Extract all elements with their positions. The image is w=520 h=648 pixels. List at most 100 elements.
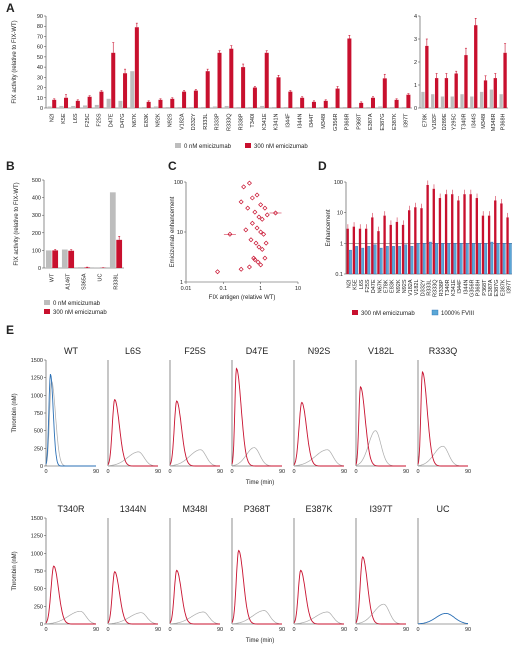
x-tick-label: V182A	[179, 113, 185, 130]
bar-emicizumab	[438, 198, 442, 274]
bar-emicizumab	[469, 194, 472, 274]
bar-fviii	[496, 243, 500, 275]
y-tick-label: 70	[37, 34, 43, 40]
x-tick-label: N67K	[377, 279, 383, 293]
bar-fviii	[404, 244, 408, 275]
panel-label-B: B	[6, 159, 15, 173]
bar-300nm	[229, 48, 234, 108]
curve-0nm	[294, 449, 344, 467]
data-point	[238, 199, 244, 205]
x-tick-label: L6S	[359, 279, 365, 289]
bar-0nm	[271, 106, 276, 108]
bar-0nm	[130, 71, 135, 108]
x-tick-label: K341E	[262, 113, 268, 130]
panel-label-A: A	[6, 1, 15, 15]
bar-300nm	[406, 94, 411, 108]
curve-300nm	[169, 400, 220, 467]
bar-0nm	[479, 91, 484, 108]
bar-emicizumab	[383, 215, 386, 274]
x-tick-label: D47E	[108, 113, 114, 127]
bar-emicizumab	[451, 194, 454, 274]
legend-label-300nm: 300 nM emicizumab	[254, 144, 308, 150]
legend-label-emicizumab: 300 nM emicizumab	[361, 311, 415, 317]
bar-fviii	[367, 246, 371, 275]
y-tick-label: 750	[34, 411, 43, 417]
y-tick-label: 1000	[31, 393, 43, 399]
bar-fviii	[502, 243, 506, 275]
data-point	[256, 244, 262, 250]
data-point	[245, 205, 251, 211]
data-point	[264, 212, 270, 218]
x-tick-label: UC	[98, 273, 104, 281]
y-tick-label: 20	[37, 86, 43, 92]
x-tick-label: R333L	[427, 280, 433, 296]
x-tick-label: 0	[416, 627, 419, 633]
bar-300nm	[300, 97, 305, 108]
y-tick-label: 0	[40, 106, 43, 112]
curve-300nm	[231, 367, 282, 467]
bar-0nm	[201, 106, 206, 108]
y-tick-label: 0	[414, 106, 417, 112]
curve-uc	[418, 612, 469, 625]
bar-300nm	[116, 239, 123, 268]
y-axis-label: Thrombin (nM)	[12, 551, 18, 590]
curve-300nm	[355, 386, 406, 467]
bar-fviii	[447, 243, 451, 275]
bar-300nm	[75, 100, 80, 108]
bar-fviii	[373, 244, 377, 275]
data-point	[256, 214, 262, 220]
curve-0nm	[355, 430, 406, 467]
x-tick-label: 90	[341, 627, 347, 633]
x-tick-label: P368T	[356, 113, 362, 130]
x-tick-label: 10	[295, 286, 301, 292]
bar-fviii	[484, 243, 488, 275]
data-point	[258, 229, 264, 235]
x-tick-label: R333P	[215, 113, 221, 130]
chart-B: 0 100 200 300 400 500 WT A146T S365A UC R338L	[32, 178, 124, 290]
curve-wt	[45, 373, 96, 467]
x-tick-label: I344T	[309, 113, 315, 128]
data-point	[246, 264, 252, 270]
x-tick-label: E387K	[500, 279, 506, 296]
y-tick-label: 500	[32, 178, 41, 184]
x-tick-label: I397T	[404, 113, 410, 128]
x-tick-label: 0	[168, 627, 171, 633]
curve-300nm	[417, 370, 468, 467]
trace-title: P368T	[244, 504, 271, 514]
x-tick-label: 0.01	[181, 286, 192, 292]
x-tick-label: N92S	[402, 279, 408, 293]
bar-emicizumab	[487, 215, 491, 274]
bar-0nm	[499, 94, 503, 108]
bar-fviii	[361, 247, 365, 275]
bar-0nm	[212, 106, 217, 108]
bar-0nm	[71, 105, 76, 108]
data-point	[215, 269, 221, 275]
x-tick-label: WT	[50, 273, 56, 282]
bar-300nm	[134, 27, 139, 108]
legend-label-0nm: 0 nM emicizumab	[53, 301, 101, 307]
y-axis-label: FIX activity (relative to FIX-WT)	[14, 182, 20, 265]
bar-emicizumab	[500, 203, 503, 274]
x-tick-label: N92K	[156, 113, 162, 127]
trace-title: WT	[64, 346, 78, 356]
x-tick-label: 90	[403, 627, 409, 633]
bar-300nm	[394, 99, 399, 108]
bar-300nm	[170, 98, 175, 108]
bar-0nm	[378, 106, 383, 108]
x-tick-label: D47E	[371, 279, 377, 293]
bar-300nm	[382, 78, 387, 108]
trace-title: 1344N	[120, 504, 147, 514]
trace-title: N92S	[308, 346, 331, 356]
y-tick-label: 80	[37, 24, 43, 30]
curve-0nm	[170, 449, 220, 467]
bar-300nm	[444, 78, 449, 108]
x-tick-label: 90	[403, 469, 409, 475]
x-tick-label: I397T	[506, 279, 512, 294]
data-point	[246, 180, 252, 186]
data-point	[259, 246, 265, 252]
y-tick-label: 1250	[31, 376, 43, 382]
bar-fviii	[392, 246, 395, 275]
bar-300nm	[182, 91, 187, 108]
